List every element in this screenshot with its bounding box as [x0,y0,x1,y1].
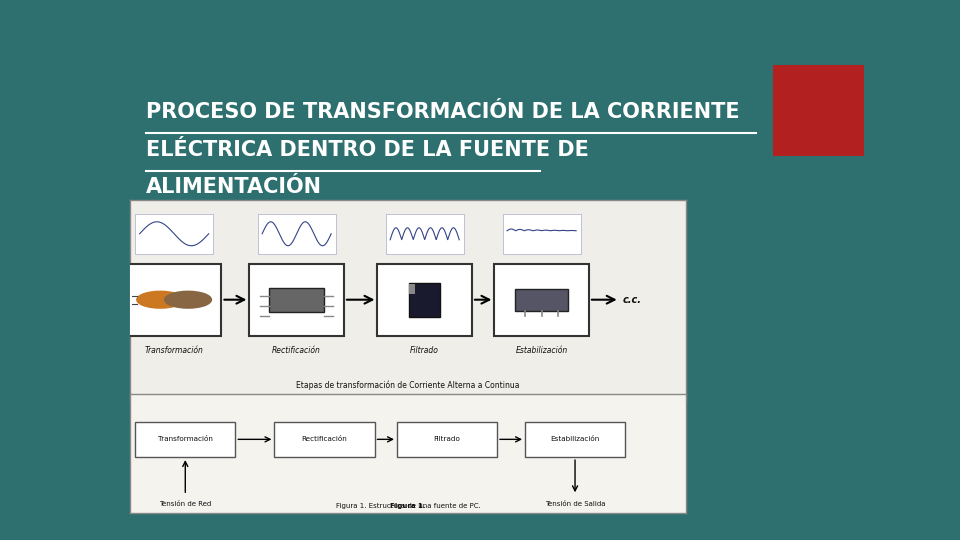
Text: Tensión de Salida: Tensión de Salida [544,501,606,507]
Text: ALIMENTACIÓN: ALIMENTACIÓN [146,177,322,197]
FancyBboxPatch shape [409,283,441,316]
Text: Transformación: Transformación [157,436,213,442]
FancyBboxPatch shape [494,264,589,336]
FancyBboxPatch shape [135,422,235,457]
Text: Rectificación: Rectificación [301,436,348,442]
Text: PROCESO DE TRANSFORMACIÓN DE LA CORRIENTE: PROCESO DE TRANSFORMACIÓN DE LA CORRIENT… [146,102,739,122]
FancyBboxPatch shape [773,65,864,156]
FancyBboxPatch shape [257,214,336,254]
Circle shape [165,291,211,308]
Text: Figura 1. Estructura de una fuente de PC.: Figura 1. Estructura de una fuente de PC… [336,503,480,510]
Text: Estabilización: Estabilización [550,436,600,442]
FancyBboxPatch shape [409,284,415,294]
Text: Transformación: Transformación [145,346,204,355]
Text: Rectificación: Rectificación [273,346,321,355]
Text: c.c.: c.c. [622,295,641,305]
FancyBboxPatch shape [250,264,344,336]
Circle shape [137,291,183,308]
FancyBboxPatch shape [127,264,222,336]
Text: Tensión de Red: Tensión de Red [159,501,211,507]
Text: Estabilización: Estabilización [516,346,567,355]
FancyBboxPatch shape [275,422,374,457]
FancyBboxPatch shape [269,288,324,312]
FancyBboxPatch shape [515,289,568,310]
Text: Filtrado: Filtrado [434,436,461,442]
FancyBboxPatch shape [377,264,472,336]
FancyBboxPatch shape [503,214,581,254]
FancyBboxPatch shape [135,214,213,254]
Text: Filtrado: Filtrado [410,346,439,355]
FancyBboxPatch shape [386,214,464,254]
FancyBboxPatch shape [525,422,625,457]
Text: Figura 1.: Figura 1. [390,503,426,510]
Text: Etapas de transformación de Corriente Alterna a Continua: Etapas de transformación de Corriente Al… [297,380,519,390]
Text: ELÉCTRICA DENTRO DE LA FUENTE DE: ELÉCTRICA DENTRO DE LA FUENTE DE [146,140,588,160]
FancyBboxPatch shape [396,422,497,457]
